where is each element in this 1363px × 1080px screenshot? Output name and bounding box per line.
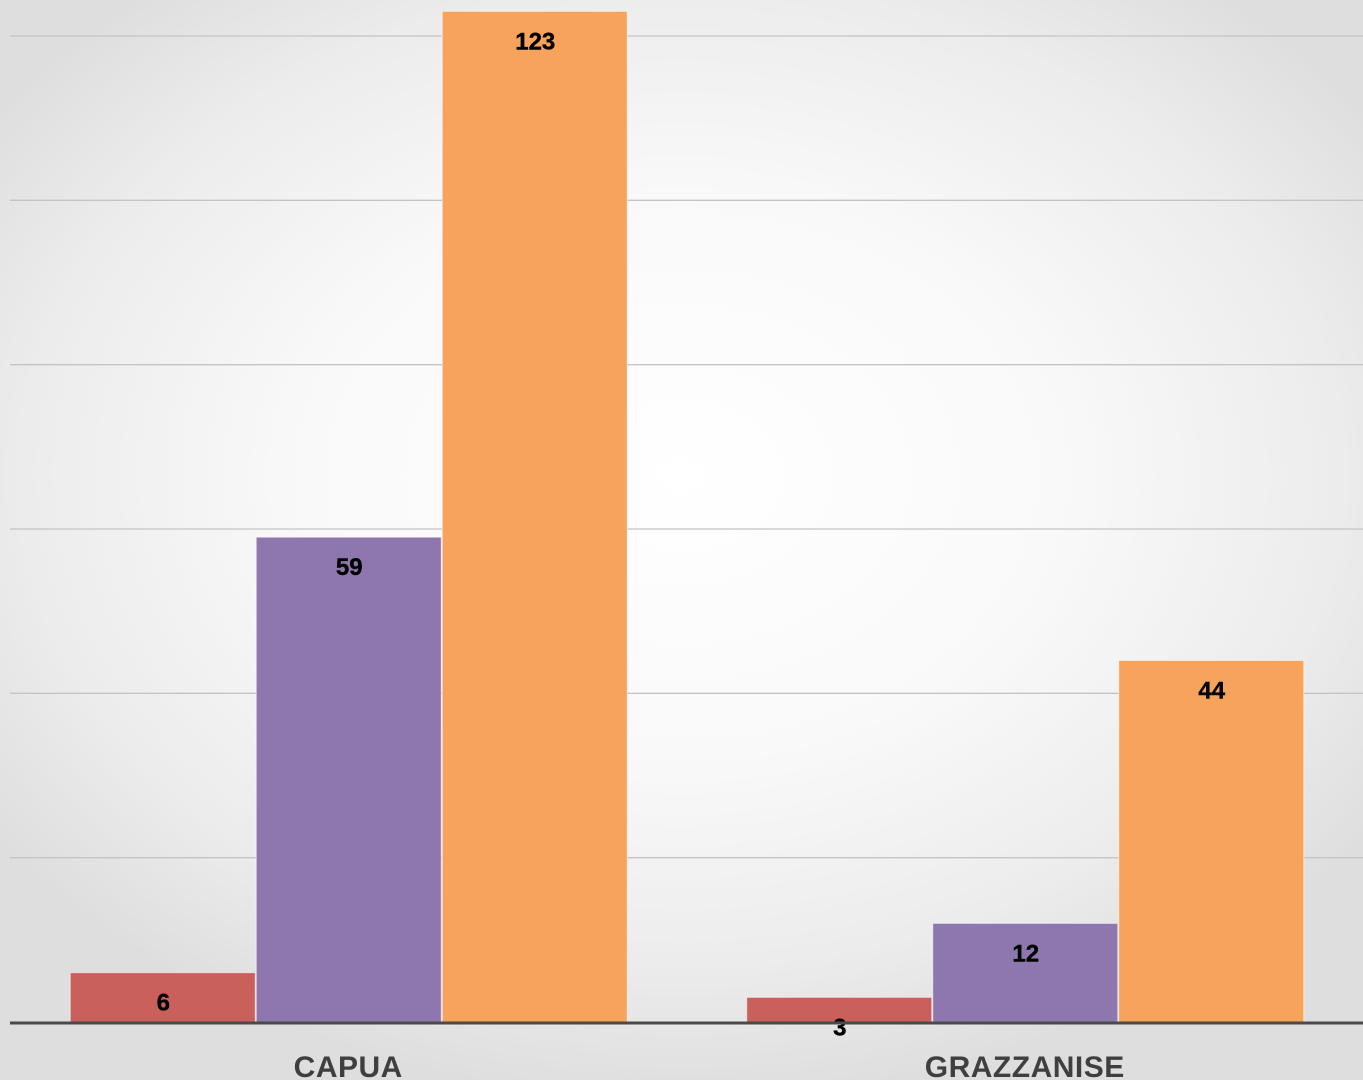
data-label-capua-series-3: 123 bbox=[515, 28, 555, 55]
data-label-capua-series-2: 59 bbox=[336, 554, 363, 581]
data-label-grazzanise-series-2: 12 bbox=[1012, 940, 1039, 967]
data-label-grazzanise-series-3: 44 bbox=[1198, 677, 1225, 704]
bar-grazzanise-series-3 bbox=[1118, 659, 1305, 1023]
bar-grazzanise-series-1 bbox=[746, 996, 933, 1023]
bar-grazzanise-series-2 bbox=[932, 922, 1119, 1023]
bar-capua-series-2 bbox=[255, 536, 442, 1023]
category-label-grazzanise: GRAZZANISE bbox=[925, 1051, 1125, 1080]
x-axis: CAPUA GRAZZANISE bbox=[10, 1021, 1363, 1080]
data-label-capua-series-1: 6 bbox=[157, 990, 170, 1017]
data-label-grazzanise-series-1: 3 bbox=[833, 1014, 846, 1041]
category-label-capua: CAPUA bbox=[294, 1051, 403, 1080]
bar-capua-series-3 bbox=[441, 10, 628, 1023]
data-labels: 6 59 123 3 12 44 bbox=[156, 28, 1226, 1041]
bars bbox=[69, 10, 1305, 1023]
